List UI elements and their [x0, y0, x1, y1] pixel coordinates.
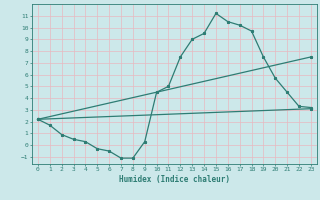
X-axis label: Humidex (Indice chaleur): Humidex (Indice chaleur) [119, 175, 230, 184]
